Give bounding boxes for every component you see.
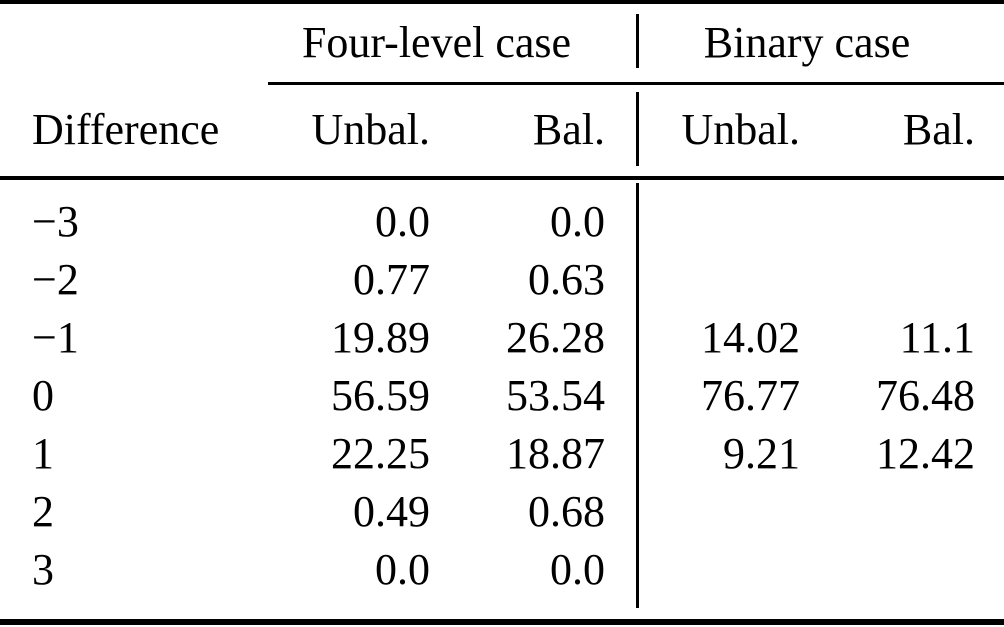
bin-unbal-cell: 9.21 [723,429,800,478]
difference-cell: 2 [32,487,54,536]
four-bal-cell: 18.87 [506,429,605,478]
vertical-divider-headers [636,92,639,166]
bin-unbal-cell: 14.02 [701,313,800,362]
bottom-rule [0,619,1004,625]
four-unbal-cell: 0.49 [353,487,430,536]
difference-cell: −3 [32,197,79,246]
four-bal-cell: 0.0 [550,545,605,594]
bin-bal-cell: 12.42 [876,429,975,478]
col-header-difference: Difference [32,105,220,154]
col-header-bin-bal: Bal. [902,105,975,154]
col-header-bin-unbal: Unbal. [681,105,800,154]
bin-unbal-cell [637,541,800,599]
bin-unbal-cell [637,483,800,541]
four-bal-cell: 0.63 [528,255,605,304]
table-row: 1 22.25 18.87 9.21 12.42 [0,425,1004,483]
table-row: 2 0.49 0.68 [0,483,1004,541]
four-unbal-cell: 0.0 [375,197,430,246]
group-header-four-level: Four-level case [301,18,572,67]
table-row: −1 19.89 26.28 14.02 11.1 [0,309,1004,367]
col-header-four-bal: Bal. [532,105,605,154]
difference-cell: 0 [32,371,54,420]
bin-unbal-cell [637,193,800,251]
four-bal-cell: 26.28 [506,313,605,362]
bin-bal-cell: 11.1 [899,313,975,362]
bin-bal-cell [800,251,1004,309]
bin-bal-cell [800,483,1004,541]
difference-cell: 1 [32,429,54,478]
four-unbal-cell: 22.25 [331,429,430,478]
header-body-rule [0,176,1004,180]
bin-bal-cell [800,193,1004,251]
difference-cell: 3 [32,545,54,594]
table-row: −3 0.0 0.0 [0,193,1004,251]
table-body: −3 0.0 0.0 −2 0.77 0.63 −1 19.89 26.28 1… [0,180,1004,620]
col-header-four-unbal: Unbal. [311,105,430,154]
bin-bal-cell: 76.48 [876,371,975,420]
group-header-binary: Binary case [703,18,911,67]
four-unbal-cell: 56.59 [331,371,430,420]
four-bal-cell: 53.54 [506,371,605,420]
vertical-divider-groups [636,14,639,68]
four-bal-cell: 0.68 [528,487,605,536]
difference-cell: −2 [32,255,79,304]
four-unbal-cell: 19.89 [331,313,430,362]
table-row: −2 0.77 0.63 [0,251,1004,309]
four-unbal-cell: 0.0 [375,545,430,594]
group-header-rule [268,82,1004,85]
four-unbal-cell: 0.77 [353,255,430,304]
table-row: 0 56.59 53.54 76.77 76.48 [0,367,1004,425]
difference-cell: −1 [32,313,79,362]
bin-unbal-cell: 76.77 [701,371,800,420]
column-header-row: Difference Unbal. Bal. Unbal. Bal. [0,84,1004,176]
bin-bal-cell [800,541,1004,599]
top-rule [0,0,1004,4]
table-row: 3 0.0 0.0 [0,541,1004,599]
vertical-divider-body [636,183,639,608]
bin-unbal-cell [637,251,800,309]
four-bal-cell: 0.0 [550,197,605,246]
